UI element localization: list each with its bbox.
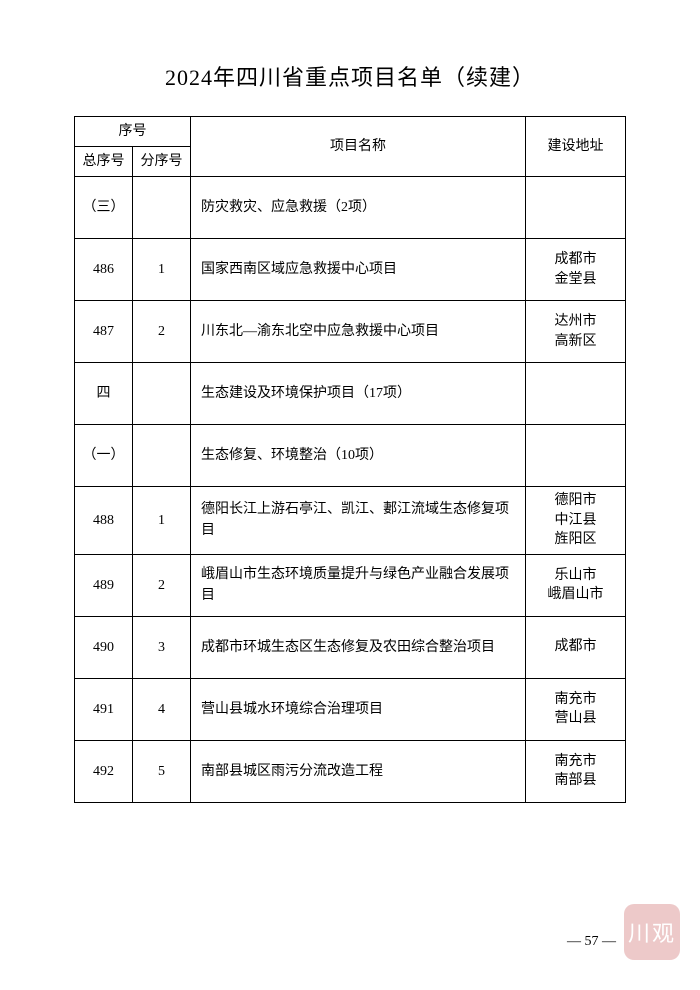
cell-sub: 2 bbox=[133, 301, 191, 363]
table-row: 489 2 峨眉山市生态环境质量提升与绿色产业融合发展项目 乐山市峨眉山市 bbox=[75, 554, 626, 616]
cell-total: （一） bbox=[75, 425, 133, 487]
cell-sub: 1 bbox=[133, 239, 191, 301]
col-total-serial: 总序号 bbox=[75, 147, 133, 177]
table-row: 487 2 川东北—渝东北空中应急救援中心项目 达州市高新区 bbox=[75, 301, 626, 363]
cell-addr bbox=[526, 177, 626, 239]
page-number: — 57 — bbox=[567, 934, 616, 950]
table-row: 492 5 南部县城区雨污分流改造工程 南充市南部县 bbox=[75, 740, 626, 802]
table-body: （三） 防灾救灾、应急救援（2项） 486 1 国家西南区域应急救援中心项目 成… bbox=[75, 177, 626, 803]
table-row: 490 3 成都市环城生态区生态修复及农田综合整治项目 成都市 bbox=[75, 616, 626, 678]
cell-name: 营山县城水环境综合治理项目 bbox=[191, 678, 526, 740]
cell-addr bbox=[526, 425, 626, 487]
cell-sub bbox=[133, 177, 191, 239]
cell-total: 492 bbox=[75, 740, 133, 802]
cell-addr: 德阳市中江县旌阳区 bbox=[526, 487, 626, 555]
cell-total: 488 bbox=[75, 487, 133, 555]
col-serial-group: 序号 bbox=[75, 117, 191, 147]
cell-name: 川东北—渝东北空中应急救援中心项目 bbox=[191, 301, 526, 363]
cell-name: 德阳长江上游石亭江、凯江、郪江流域生态修复项目 bbox=[191, 487, 526, 555]
col-project-name: 项目名称 bbox=[191, 117, 526, 177]
cell-addr: 成都市 bbox=[526, 616, 626, 678]
cell-sub: 3 bbox=[133, 616, 191, 678]
cell-name: 生态修复、环境整治（10项） bbox=[191, 425, 526, 487]
table-row: 488 1 德阳长江上游石亭江、凯江、郪江流域生态修复项目 德阳市中江县旌阳区 bbox=[75, 487, 626, 555]
cell-total: 489 bbox=[75, 554, 133, 616]
table-row: 四 生态建设及环境保护项目（17项） bbox=[75, 363, 626, 425]
table-row: （三） 防灾救灾、应急救援（2项） bbox=[75, 177, 626, 239]
cell-total: （三） bbox=[75, 177, 133, 239]
project-table: 序号 项目名称 建设地址 总序号 分序号 （三） 防灾救灾、应急救援（2项） 4… bbox=[74, 116, 626, 803]
watermark-icon: 川观 bbox=[624, 904, 680, 960]
cell-sub: 2 bbox=[133, 554, 191, 616]
cell-sub bbox=[133, 363, 191, 425]
cell-total: 487 bbox=[75, 301, 133, 363]
cell-sub: 4 bbox=[133, 678, 191, 740]
cell-sub: 1 bbox=[133, 487, 191, 555]
cell-name: 峨眉山市生态环境质量提升与绿色产业融合发展项目 bbox=[191, 554, 526, 616]
cell-name: 国家西南区域应急救援中心项目 bbox=[191, 239, 526, 301]
cell-addr: 成都市金堂县 bbox=[526, 239, 626, 301]
cell-total: 491 bbox=[75, 678, 133, 740]
table-row: 491 4 营山县城水环境综合治理项目 南充市营山县 bbox=[75, 678, 626, 740]
col-sub-serial: 分序号 bbox=[133, 147, 191, 177]
page-title: 2024年四川省重点项目名单（续建） bbox=[74, 60, 626, 92]
table-row: （一） 生态修复、环境整治（10项） bbox=[75, 425, 626, 487]
cell-name: 生态建设及环境保护项目（17项） bbox=[191, 363, 526, 425]
cell-sub: 5 bbox=[133, 740, 191, 802]
cell-sub bbox=[133, 425, 191, 487]
cell-addr: 乐山市峨眉山市 bbox=[526, 554, 626, 616]
cell-name: 防灾救灾、应急救援（2项） bbox=[191, 177, 526, 239]
cell-total: 486 bbox=[75, 239, 133, 301]
table-row: 486 1 国家西南区域应急救援中心项目 成都市金堂县 bbox=[75, 239, 626, 301]
cell-addr bbox=[526, 363, 626, 425]
col-address: 建设地址 bbox=[526, 117, 626, 177]
cell-addr: 达州市高新区 bbox=[526, 301, 626, 363]
cell-name: 南部县城区雨污分流改造工程 bbox=[191, 740, 526, 802]
cell-addr: 南充市营山县 bbox=[526, 678, 626, 740]
cell-total: 490 bbox=[75, 616, 133, 678]
cell-name: 成都市环城生态区生态修复及农田综合整治项目 bbox=[191, 616, 526, 678]
cell-total: 四 bbox=[75, 363, 133, 425]
cell-addr: 南充市南部县 bbox=[526, 740, 626, 802]
